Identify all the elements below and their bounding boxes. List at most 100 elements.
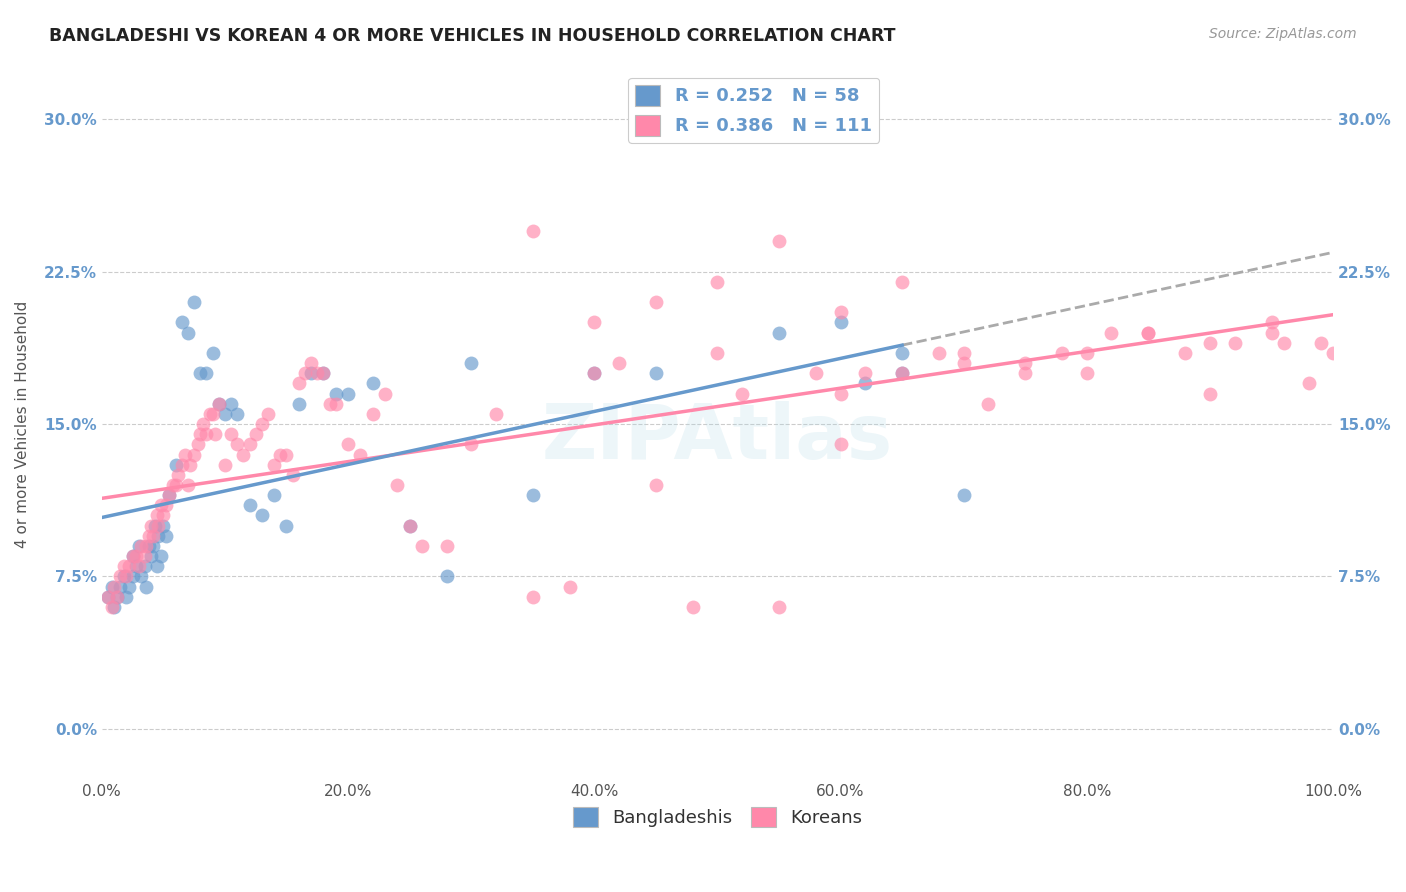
Point	[731, 386, 754, 401]
Point	[139, 518, 162, 533]
Point	[100, 580, 122, 594]
Point	[152, 518, 174, 533]
Point	[460, 437, 482, 451]
Point	[149, 549, 172, 563]
Point	[167, 467, 190, 482]
Point	[318, 397, 340, 411]
Point	[294, 366, 316, 380]
Point	[398, 518, 420, 533]
Point	[214, 458, 236, 472]
Point	[522, 488, 544, 502]
Point	[804, 366, 827, 380]
Point	[148, 518, 170, 533]
Point	[152, 508, 174, 523]
Text: BANGLADESHI VS KOREAN 4 OR MORE VEHICLES IN HOUSEHOLD CORRELATION CHART: BANGLADESHI VS KOREAN 4 OR MORE VEHICLES…	[49, 27, 896, 45]
Point	[138, 529, 160, 543]
Point	[112, 559, 135, 574]
Point	[146, 508, 169, 523]
Point	[135, 539, 157, 553]
Point	[436, 539, 458, 553]
Point	[103, 580, 125, 594]
Point	[191, 417, 214, 431]
Point	[201, 407, 224, 421]
Point	[188, 366, 211, 380]
Point	[977, 397, 1000, 411]
Point	[325, 397, 347, 411]
Point	[110, 580, 132, 594]
Point	[118, 559, 141, 574]
Point	[644, 478, 666, 492]
Point	[112, 569, 135, 583]
Point	[159, 488, 181, 502]
Point	[337, 386, 360, 401]
Point	[250, 417, 273, 431]
Point	[97, 590, 120, 604]
Point	[162, 478, 184, 492]
Point	[1014, 366, 1036, 380]
Point	[170, 316, 193, 330]
Point	[179, 458, 201, 472]
Point	[287, 397, 309, 411]
Point	[165, 478, 187, 492]
Point	[1137, 326, 1160, 340]
Point	[138, 539, 160, 553]
Point	[118, 580, 141, 594]
Point	[398, 518, 420, 533]
Point	[100, 599, 122, 614]
Point	[276, 518, 298, 533]
Point	[460, 356, 482, 370]
Point	[155, 499, 177, 513]
Point	[1260, 316, 1282, 330]
Point	[177, 326, 200, 340]
Point	[121, 549, 143, 563]
Point	[1199, 335, 1222, 350]
Point	[121, 549, 143, 563]
Point	[148, 529, 170, 543]
Point	[952, 346, 974, 360]
Point	[558, 580, 581, 594]
Point	[1272, 335, 1295, 350]
Point	[299, 366, 322, 380]
Point	[232, 448, 254, 462]
Point	[1076, 366, 1098, 380]
Point	[155, 529, 177, 543]
Point	[706, 275, 728, 289]
Point	[1101, 326, 1123, 340]
Point	[1137, 326, 1160, 340]
Point	[583, 366, 606, 380]
Point	[143, 518, 166, 533]
Point	[1014, 356, 1036, 370]
Point	[110, 569, 132, 583]
Point	[129, 569, 152, 583]
Point	[768, 599, 790, 614]
Point	[1298, 376, 1320, 391]
Point	[198, 407, 221, 421]
Point	[159, 488, 181, 502]
Point	[830, 305, 852, 319]
Point	[522, 590, 544, 604]
Point	[188, 427, 211, 442]
Point	[952, 488, 974, 502]
Point	[706, 346, 728, 360]
Point	[201, 346, 224, 360]
Point	[1199, 386, 1222, 401]
Point	[1174, 346, 1197, 360]
Point	[146, 559, 169, 574]
Point	[219, 397, 242, 411]
Point	[97, 590, 120, 604]
Point	[135, 580, 157, 594]
Point	[226, 437, 249, 451]
Point	[134, 559, 156, 574]
Point	[853, 366, 876, 380]
Point	[149, 499, 172, 513]
Point	[485, 407, 508, 421]
Point	[165, 458, 187, 472]
Point	[177, 478, 200, 492]
Point	[142, 539, 165, 553]
Point	[142, 529, 165, 543]
Point	[952, 356, 974, 370]
Point	[115, 569, 138, 583]
Point	[257, 407, 280, 421]
Point	[105, 590, 128, 604]
Point	[115, 590, 138, 604]
